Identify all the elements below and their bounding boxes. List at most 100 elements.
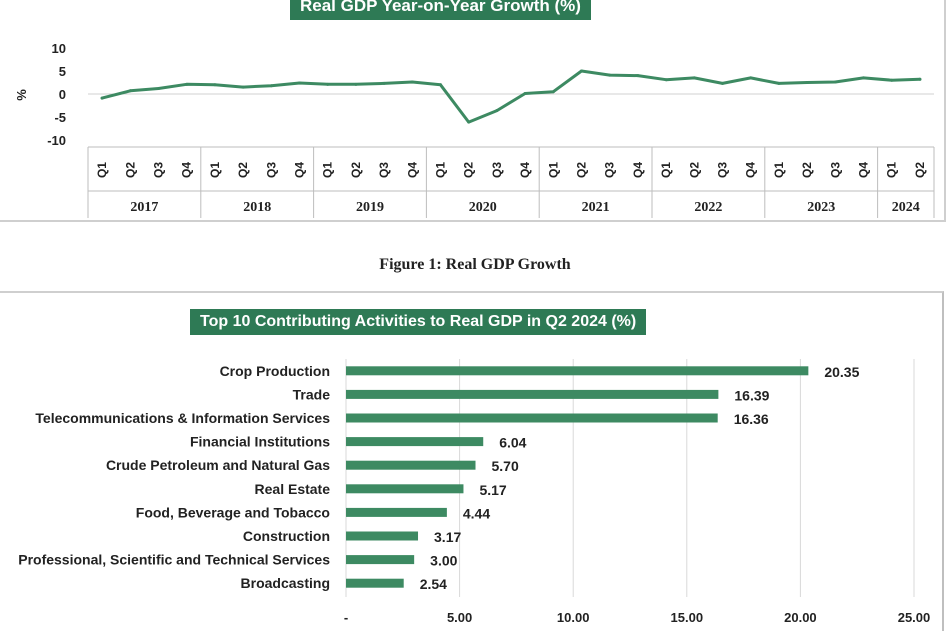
category-label: Crude Petroleum and Natural Gas [106,457,330,473]
data-point [157,86,160,90]
y-tick-label: 5 [59,64,66,79]
data-label: 6.04 [499,435,526,451]
data-point [608,73,612,77]
quarter-tick-label: Q4 [405,162,419,178]
bar [346,531,419,541]
year-label: 2017 [130,200,158,215]
bar [346,389,719,399]
data-point [749,76,753,80]
x-tick-label: 20.00 [784,610,817,624]
y-axis-label: % [14,89,29,101]
data-label: 5.70 [492,458,519,474]
quarter-tick-label: Q1 [434,162,448,178]
category-label: Crop Production [220,363,330,379]
year-label: 2023 [807,200,835,215]
category-label: Construction [243,528,330,544]
data-label: 2.54 [420,576,447,592]
quarter-tick-label: Q2 [349,162,363,178]
data-label: 16.36 [734,411,769,427]
data-point [467,120,471,124]
y-tick-label: 10 [52,41,66,56]
category-label: Telecommunications & Information Service… [35,410,330,426]
bar-chart-title: Top 10 Contributing Activities to Real G… [190,309,647,335]
bar [346,507,447,517]
data-point [495,109,499,113]
data-label: 5.17 [479,482,506,498]
quarter-tick-label: Q4 [857,162,871,178]
data-label: 3.00 [430,553,457,569]
data-label: 20.35 [824,364,859,380]
quarter-tick-label: Q2 [462,162,476,178]
data-point [890,78,894,82]
data-point [241,85,245,89]
bar [346,366,809,376]
quarter-tick-label: Q4 [744,162,758,178]
quarter-tick-label: Q2 [236,162,250,178]
quarter-tick-label: Q2 [913,162,927,178]
y-tick-label: -5 [54,110,66,125]
quarter-tick-label: Q4 [518,162,532,178]
quarter-tick-label: Q3 [603,162,617,178]
y-tick-label: -10 [47,133,66,148]
data-label: 3.17 [434,529,461,545]
quarter-tick-label: Q4 [180,162,194,178]
data-point [833,80,837,84]
line-chart-panel [0,0,946,222]
data-point [298,81,301,85]
quarter-tick-label: Q1 [208,162,222,178]
quarter-tick-label: Q2 [800,162,814,178]
data-point [664,78,668,82]
quarter-tick-label: Q2 [123,162,137,178]
quarter-tick-label: Q2 [687,162,701,178]
category-label: Food, Beverage and Tobacco [136,504,330,520]
quarter-tick-label: Q3 [264,162,278,178]
quarter-tick-label: Q1 [772,162,786,178]
year-label: 2019 [356,200,384,215]
year-label: 2024 [892,200,920,215]
data-point [636,74,640,78]
quarter-tick-label: Q3 [828,162,842,178]
data-point [777,81,781,85]
data-point [862,76,865,80]
x-tick-label: 10.00 [557,610,590,624]
data-point [100,96,104,100]
data-label: 4.44 [463,505,490,521]
figure-caption: Figure 1: Real GDP Growth [379,256,571,273]
bar [346,484,464,494]
category-label: Broadcasting [241,575,330,591]
quarter-tick-label: Q2 [575,162,589,178]
line-chart-title: Real GDP Year-on-Year Growth (%) [290,0,591,20]
category-label: Financial Institutions [190,434,330,450]
quarter-tick-label: Q4 [631,162,645,178]
quarter-tick-label: Q1 [885,162,899,178]
bar [346,437,484,447]
data-point [269,84,273,88]
x-tick-label: 15.00 [671,610,704,624]
x-tick-label: - [344,610,348,624]
category-label: Trade [293,386,331,402]
quarter-tick-label: Q3 [716,162,730,178]
data-point [326,82,330,86]
data-point [692,76,696,80]
category-label: Professional, Scientific and Technical S… [18,552,330,568]
year-label: 2018 [243,200,271,215]
quarter-tick-label: Q1 [321,162,335,178]
x-tick-label: 5.00 [447,610,472,624]
data-point [551,90,555,94]
quarter-tick-label: Q1 [546,162,560,178]
bar [346,578,404,588]
quarter-tick-label: Q3 [377,162,391,178]
year-label: 2022 [694,200,722,215]
data-point [354,82,358,86]
data-point [721,81,724,85]
data-point [580,69,583,73]
bar [346,555,415,565]
gdp-growth-line [100,69,922,124]
quarter-tick-label: Q3 [490,162,504,178]
year-label: 2020 [469,200,497,215]
quarter-tick-label: Q3 [152,162,166,178]
data-point [410,80,414,84]
data-point [439,83,442,87]
data-point [805,81,809,84]
